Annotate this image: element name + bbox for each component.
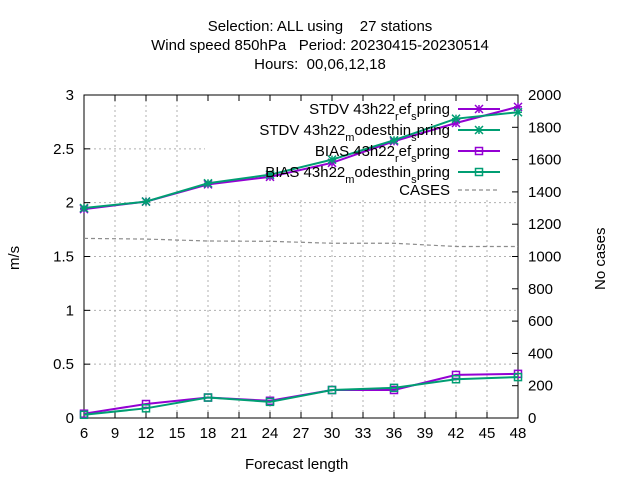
x-tick-label: 12 (138, 425, 155, 442)
x-axis-label: Forecast length (245, 456, 349, 473)
x-tick-label: 21 (231, 425, 248, 442)
legend-marker-0 (474, 104, 484, 114)
series-3-point (203, 393, 213, 402)
series-1-point (451, 114, 461, 124)
y2-tick-label: 0 (528, 410, 536, 427)
legend-marker-2 (474, 146, 484, 156)
chart-title-line-3: Hours: 00,06,12,18 (254, 56, 386, 73)
x-tick-label: 18 (200, 425, 217, 442)
legend-label-1: STDV 43h22modesthinspring (259, 122, 450, 144)
series-line-3 (83, 376, 519, 416)
legend-label-3: BIAS 43h22modesthinspring (265, 164, 450, 186)
legend-marker-1 (474, 125, 484, 135)
legend-label-0: STDV 43h22refspring (309, 101, 450, 123)
y2-tick-label: 1800 (528, 119, 561, 136)
series-1-point (141, 197, 151, 207)
y2-tick-label: 200 (528, 378, 553, 395)
y-tick-label: 3 (66, 87, 74, 104)
y2-tick-label: 2000 (528, 87, 561, 104)
series-1-point (513, 107, 523, 117)
series-1-point (79, 203, 89, 213)
y-tick-label: 2.5 (53, 141, 74, 158)
y2-tick-label: 400 (528, 345, 553, 362)
series-3-point (79, 410, 89, 420)
y-tick-label: 1.5 (53, 249, 74, 266)
x-tick-label: 15 (169, 425, 186, 442)
y-tick-label: 2 (66, 195, 74, 212)
series-3-point (327, 385, 337, 395)
y-axis-label: m/s (6, 245, 23, 270)
x-tick-label: 33 (355, 425, 372, 442)
x-tick-label: 42 (448, 425, 465, 442)
y-tick-label: 0.5 (53, 356, 74, 373)
y2-tick-label: 800 (528, 281, 553, 298)
series-3-point (265, 397, 275, 407)
series-3-point (141, 404, 151, 413)
y-tick-label: 0 (66, 410, 74, 427)
y-tick-label: 1 (66, 302, 74, 319)
chart-title-line-1: Selection: ALL using 27 stations (207, 18, 433, 35)
x-tick-label: 9 (111, 425, 119, 442)
x-tick-label: 39 (417, 425, 434, 442)
series-1-point (265, 170, 275, 180)
series-line-4 (83, 237, 518, 248)
y2-tick-label: 600 (528, 313, 553, 330)
x-tick-label: 36 (386, 425, 403, 442)
x-tick-label: 24 (262, 425, 279, 442)
legend-label-4: CASES (399, 182, 450, 199)
y2-tick-label: 1600 (528, 152, 561, 169)
series-3-point (389, 383, 399, 393)
series-1-point (203, 178, 213, 188)
legend-label-2: BIAS 43h22refspring (315, 143, 450, 165)
series-1-point (389, 135, 399, 145)
y2-axis-label: No cases (592, 227, 609, 290)
legend-marker-3 (474, 167, 484, 177)
x-tick-label: 30 (324, 425, 341, 442)
y2-tick-label: 1200 (528, 216, 561, 233)
series-3-point (451, 374, 461, 384)
x-tick-label: 48 (510, 425, 527, 442)
series-1-point (327, 155, 337, 165)
y2-tick-label: 1400 (528, 184, 561, 201)
x-tick-label: 45 (479, 425, 496, 442)
y2-tick-label: 1000 (528, 249, 561, 266)
x-tick-label: 27 (293, 425, 310, 442)
x-tick-label: 6 (80, 425, 88, 442)
series-3-point (513, 372, 523, 382)
series-line-1 (83, 111, 519, 210)
chart-title-line-2: Wind speed 850hPa Period: 20230415-20230… (151, 37, 489, 54)
